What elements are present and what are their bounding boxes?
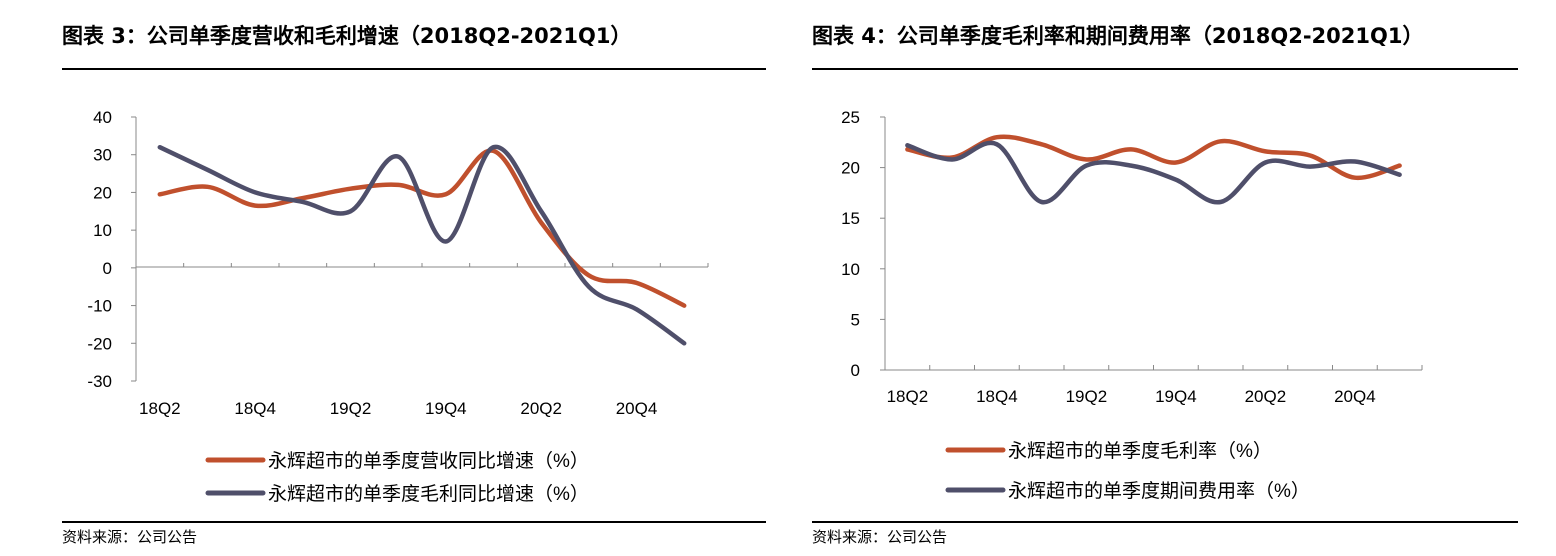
- series-line-margin: [157, 144, 687, 346]
- x-tick-label: 19Q2: [1066, 387, 1108, 406]
- x-tick-label: 18Q4: [234, 399, 276, 418]
- legend-label: 永辉超市的单季度毛利率（%）: [1008, 440, 1272, 462]
- y-tick-label: 10: [841, 260, 860, 279]
- series-line-margin: [905, 140, 1402, 205]
- y-tick-label: 15: [841, 209, 860, 228]
- y-tick-label: 30: [93, 146, 112, 165]
- x-tick-label: 19Q4: [1155, 387, 1197, 406]
- y-tick-label: 0: [103, 259, 112, 278]
- y-tick-label: 5: [851, 310, 860, 329]
- line-chart-growth: 40 30 20 10 0 -10 -20 -30 18Q2 18Q4 19Q2 19Q4 20Q2 20…: [87, 108, 709, 505]
- y-tick-label: -30: [87, 372, 112, 391]
- legend-label: 永辉超市的单季度毛利同比增速（%）: [268, 483, 589, 505]
- legend-label: 永辉超市的单季度期间费用率（%）: [1008, 480, 1310, 502]
- y-tick-label: -20: [87, 334, 112, 353]
- line-chart-rates: 25 20 15 10 5 0 18Q2 18Q4 19Q2 19Q4 20Q2 20Q4 永辉超市的单…: [841, 108, 1423, 502]
- y-tick-label: 25: [841, 108, 860, 127]
- y-tick-label: 20: [93, 183, 112, 202]
- y-tick-label: -10: [87, 297, 112, 316]
- title-rule: [62, 68, 766, 70]
- x-tick-label: 20Q4: [1334, 387, 1376, 406]
- series-line-revenue: [157, 148, 687, 308]
- source-rule: [812, 521, 1518, 523]
- chart-title: 图表 4：公司单季度毛利率和期间费用率（2018Q2-2021Q1）: [812, 24, 1424, 48]
- x-tick-label: 19Q4: [425, 399, 467, 418]
- x-tick-label: 20Q2: [520, 399, 562, 418]
- source-note: 资料来源：公司公告: [812, 528, 948, 546]
- x-tick-label: 19Q2: [330, 399, 372, 418]
- y-tick-label: 40: [93, 108, 112, 127]
- x-tick-label: 18Q2: [887, 387, 929, 406]
- x-tick-label: 18Q4: [976, 387, 1018, 406]
- x-tick-label: 20Q2: [1245, 387, 1287, 406]
- y-tick-label: 20: [841, 159, 860, 178]
- title-rule: [812, 68, 1518, 70]
- y-tick-label: 0: [851, 361, 860, 380]
- x-tick-label: 18Q2: [139, 399, 181, 418]
- legend-label: 永辉超市的单季度营收同比增速（%）: [268, 450, 589, 472]
- y-tick-label: 10: [93, 221, 112, 240]
- source-note: 资料来源：公司公告: [62, 528, 198, 546]
- x-tick-label: 20Q4: [616, 399, 658, 418]
- source-rule: [62, 521, 766, 523]
- chart-panel-revenue-margin-growth: 图表 3：公司单季度营收和毛利增速（2018Q2-2021Q1） 40 30 20 1…: [62, 0, 766, 556]
- chart-panel-margin-expense-rate: 图表 4：公司单季度毛利率和期间费用率（2018Q2-2021Q1） 25 20 1…: [812, 0, 1518, 556]
- chart-title: 图表 3：公司单季度营收和毛利增速（2018Q2-2021Q1）: [62, 24, 632, 48]
- series-line-revenue: [905, 134, 1402, 181]
